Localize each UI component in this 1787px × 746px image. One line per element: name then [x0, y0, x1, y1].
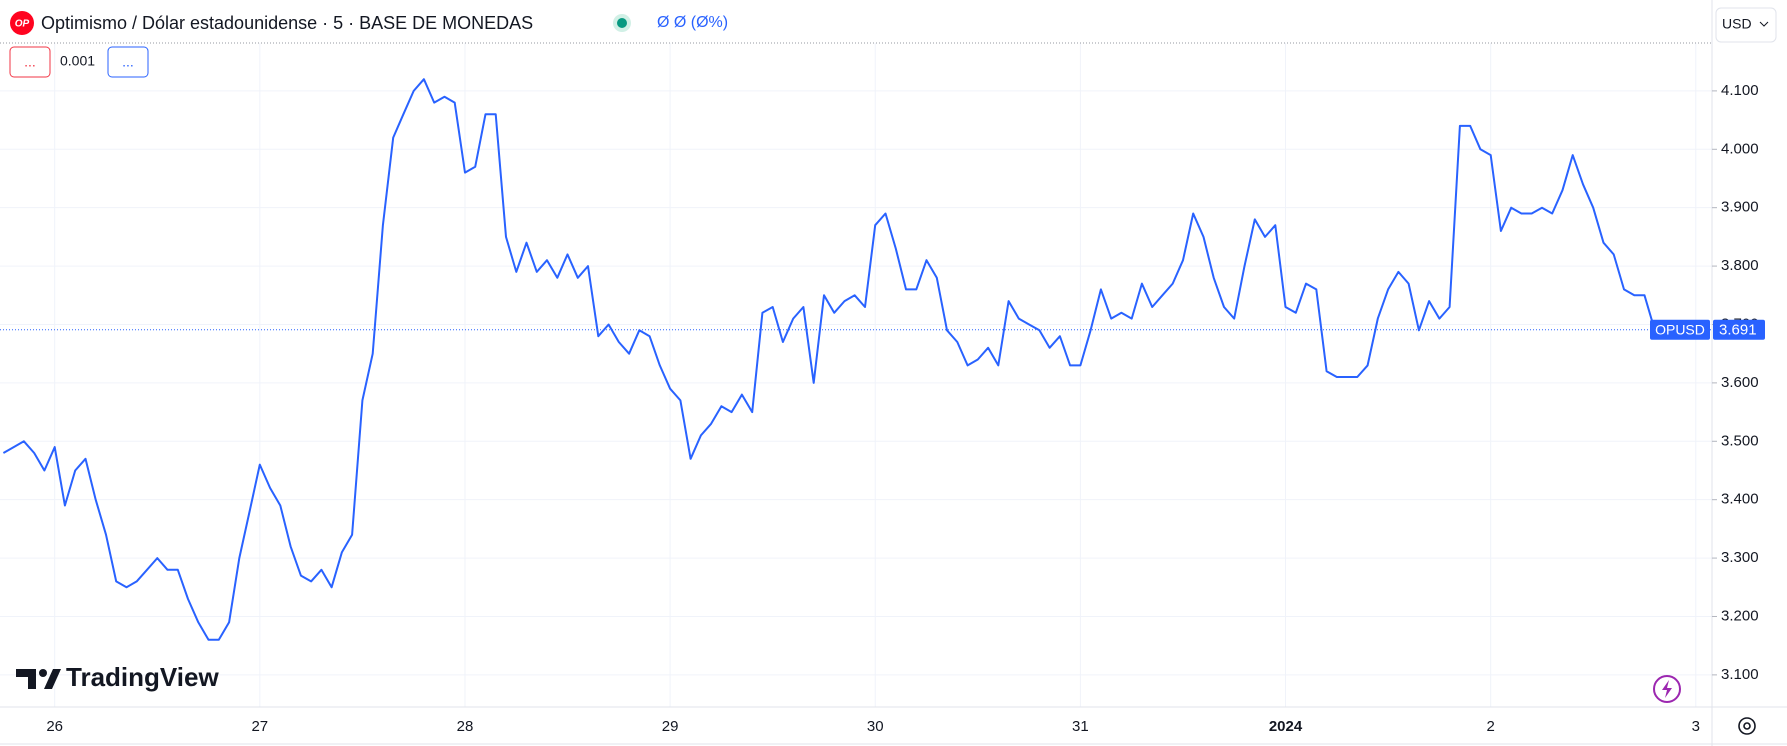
x-tick-label: 29 — [662, 718, 679, 735]
logo-dot — [39, 669, 47, 677]
currency-button[interactable] — [1715, 7, 1777, 43]
y-tick-label: 3.100 — [1721, 666, 1759, 683]
x-tick-label: 3 — [1692, 718, 1700, 735]
y-tick-label: 3.900 — [1721, 199, 1759, 216]
sell-button[interactable] — [9, 46, 51, 78]
y-tick-label: 4.100 — [1721, 82, 1759, 99]
y-tick-label: 3.400 — [1721, 491, 1759, 508]
symbol-title: Optimismo / Dólar estadounidense · 5 · B… — [41, 13, 533, 33]
x-tick-label: 30 — [867, 718, 884, 735]
y-tick-label: 3.800 — [1721, 257, 1759, 274]
buy-button[interactable] — [107, 46, 149, 78]
x-tick-label: 27 — [251, 718, 268, 735]
logo-slash — [44, 669, 61, 689]
x-tick-label: 31 — [1072, 718, 1089, 735]
sell-label[interactable]: ... — [24, 54, 36, 70]
currency-label[interactable]: USD — [1722, 16, 1752, 32]
symbol-icon — [10, 11, 34, 35]
price-tag-label: 3.691 — [1719, 322, 1757, 339]
grid — [0, 43, 1712, 707]
logo-mark — [16, 669, 36, 689]
symbol-icon-text: OP — [15, 19, 30, 30]
brand-name: TradingView — [66, 662, 219, 692]
y-tick-label: 3.200 — [1721, 607, 1759, 624]
brand-logo — [16, 669, 61, 689]
lightning-icon — [1662, 680, 1672, 698]
price-tag — [1713, 319, 1765, 340]
x-tick-label: 28 — [457, 718, 474, 735]
symbol-tag — [1650, 319, 1710, 340]
symbol-tag-label: OPUSD — [1655, 321, 1705, 337]
settings-icon — [1743, 722, 1751, 730]
status-dot — [617, 18, 627, 28]
x-tick-label: 2024 — [1269, 718, 1303, 735]
settings-button[interactable] — [1738, 717, 1756, 735]
y-tick-label: 3.500 — [1721, 432, 1759, 449]
x-tick-label: 26 — [46, 718, 63, 735]
price-line — [2, 78, 1656, 641]
y-tick-label: 3.300 — [1721, 549, 1759, 566]
x-tick-label: 2 — [1486, 718, 1494, 735]
buy-label[interactable]: ... — [122, 54, 134, 70]
spread: 0.001 — [60, 53, 95, 69]
currency-chevron — [1759, 21, 1769, 27]
ohlc-values: Ø Ø (Ø%) — [657, 14, 728, 31]
y-tick-label: 3.600 — [1721, 374, 1759, 391]
y-tick-label: 4.000 — [1721, 140, 1759, 157]
